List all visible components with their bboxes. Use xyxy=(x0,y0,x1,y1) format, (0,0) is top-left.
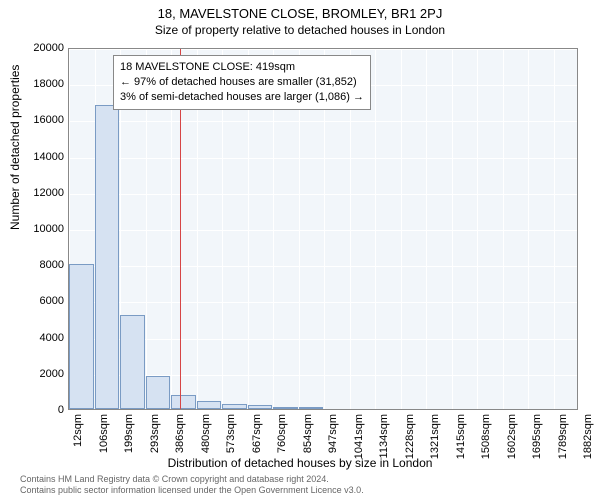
y-tick-label: 12000 xyxy=(24,187,64,199)
x-tick-label: 1228sqm xyxy=(404,414,416,459)
x-tick-label: 199sqm xyxy=(123,414,135,453)
histogram-bar xyxy=(95,105,120,409)
x-tick-label: 386sqm xyxy=(174,414,186,453)
histogram-bar xyxy=(197,401,222,409)
y-tick-label: 20000 xyxy=(24,42,64,54)
x-tick-label: 1882sqm xyxy=(582,414,594,459)
x-tick-label: 12sqm xyxy=(72,414,84,447)
x-tick-label: 1602sqm xyxy=(506,414,518,459)
grid-line-v xyxy=(426,49,427,409)
x-axis-label: Distribution of detached houses by size … xyxy=(0,456,600,470)
y-tick-label: 2000 xyxy=(24,368,64,380)
histogram-bar xyxy=(171,395,196,409)
grid-line-v xyxy=(375,49,376,409)
grid-line-v xyxy=(477,49,478,409)
y-tick-label: 16000 xyxy=(24,114,64,126)
y-tick-label: 14000 xyxy=(24,151,64,163)
chart-container: 18, MAVELSTONE CLOSE, BROMLEY, BR1 2PJ S… xyxy=(0,0,600,500)
x-tick-label: 1134sqm xyxy=(378,414,390,458)
histogram-bar xyxy=(248,405,273,409)
y-tick-label: 0 xyxy=(24,404,64,416)
histogram-bar xyxy=(146,376,171,409)
histogram-bar xyxy=(299,407,324,409)
histogram-bar xyxy=(273,407,298,409)
x-tick-label: 1695sqm xyxy=(531,414,543,459)
x-tick-label: 480sqm xyxy=(200,414,212,453)
grid-line-v xyxy=(401,49,402,409)
grid-line-v xyxy=(452,49,453,409)
page-subtitle: Size of property relative to detached ho… xyxy=(0,21,600,37)
annotation-line: ← 97% of detached houses are smaller (31… xyxy=(120,75,364,90)
y-tick-label: 4000 xyxy=(24,332,64,344)
x-tick-label: 293sqm xyxy=(149,414,161,453)
x-tick-label: 1321sqm xyxy=(429,414,441,459)
x-tick-label: 106sqm xyxy=(98,414,110,453)
footer-line-1: Contains HM Land Registry data © Crown c… xyxy=(20,474,364,485)
grid-line-v xyxy=(579,49,580,409)
histogram-bar xyxy=(69,264,94,409)
x-tick-label: 1415sqm xyxy=(455,414,467,459)
x-tick-label: 1789sqm xyxy=(557,414,569,459)
grid-line-h xyxy=(69,411,577,412)
y-tick-label: 18000 xyxy=(24,78,64,90)
annotation-line: 3% of semi-detached houses are larger (1… xyxy=(120,90,364,105)
annotation-box: 18 MAVELSTONE CLOSE: 419sqm← 97% of deta… xyxy=(113,55,371,110)
y-tick-label: 6000 xyxy=(24,295,64,307)
x-tick-label: 947sqm xyxy=(327,414,339,453)
histogram-bar xyxy=(120,315,145,409)
x-tick-label: 1041sqm xyxy=(353,414,365,459)
x-tick-label: 760sqm xyxy=(276,414,288,453)
grid-line-v xyxy=(528,49,529,409)
x-tick-label: 667sqm xyxy=(251,414,263,453)
grid-line-v xyxy=(554,49,555,409)
footer-attribution: Contains HM Land Registry data © Crown c… xyxy=(20,474,364,496)
plot-area: 18 MAVELSTONE CLOSE: 419sqm← 97% of deta… xyxy=(68,48,578,410)
annotation-line: 18 MAVELSTONE CLOSE: 419sqm xyxy=(120,60,364,75)
y-tick-label: 8000 xyxy=(24,259,64,271)
x-tick-label: 1508sqm xyxy=(480,414,492,459)
page-title: 18, MAVELSTONE CLOSE, BROMLEY, BR1 2PJ xyxy=(0,0,600,21)
y-tick-label: 10000 xyxy=(24,223,64,235)
histogram-bar xyxy=(222,404,247,409)
grid-line-v xyxy=(503,49,504,409)
x-tick-label: 573sqm xyxy=(225,414,237,453)
footer-line-2: Contains public sector information licen… xyxy=(20,485,364,496)
y-axis-label: Number of detached properties xyxy=(8,65,22,230)
x-tick-label: 854sqm xyxy=(302,414,314,453)
